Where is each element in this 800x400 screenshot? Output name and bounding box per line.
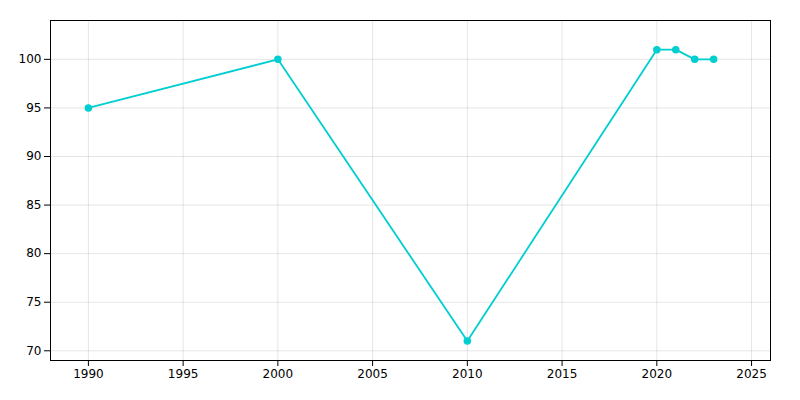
svg-text:80: 80	[26, 246, 41, 260]
svg-text:2015: 2015	[547, 367, 578, 381]
svg-text:2005: 2005	[357, 367, 388, 381]
svg-text:1995: 1995	[168, 367, 199, 381]
svg-text:85: 85	[26, 198, 41, 212]
svg-text:2000: 2000	[263, 367, 294, 381]
svg-text:2010: 2010	[452, 367, 483, 381]
svg-text:100: 100	[19, 52, 42, 66]
svg-text:2020: 2020	[642, 367, 673, 381]
svg-text:75: 75	[26, 295, 41, 309]
svg-text:90: 90	[26, 149, 41, 163]
svg-text:1990: 1990	[73, 367, 104, 381]
svg-text:2025: 2025	[736, 367, 767, 381]
svg-text:70: 70	[26, 344, 41, 358]
svg-text:95: 95	[26, 101, 41, 115]
